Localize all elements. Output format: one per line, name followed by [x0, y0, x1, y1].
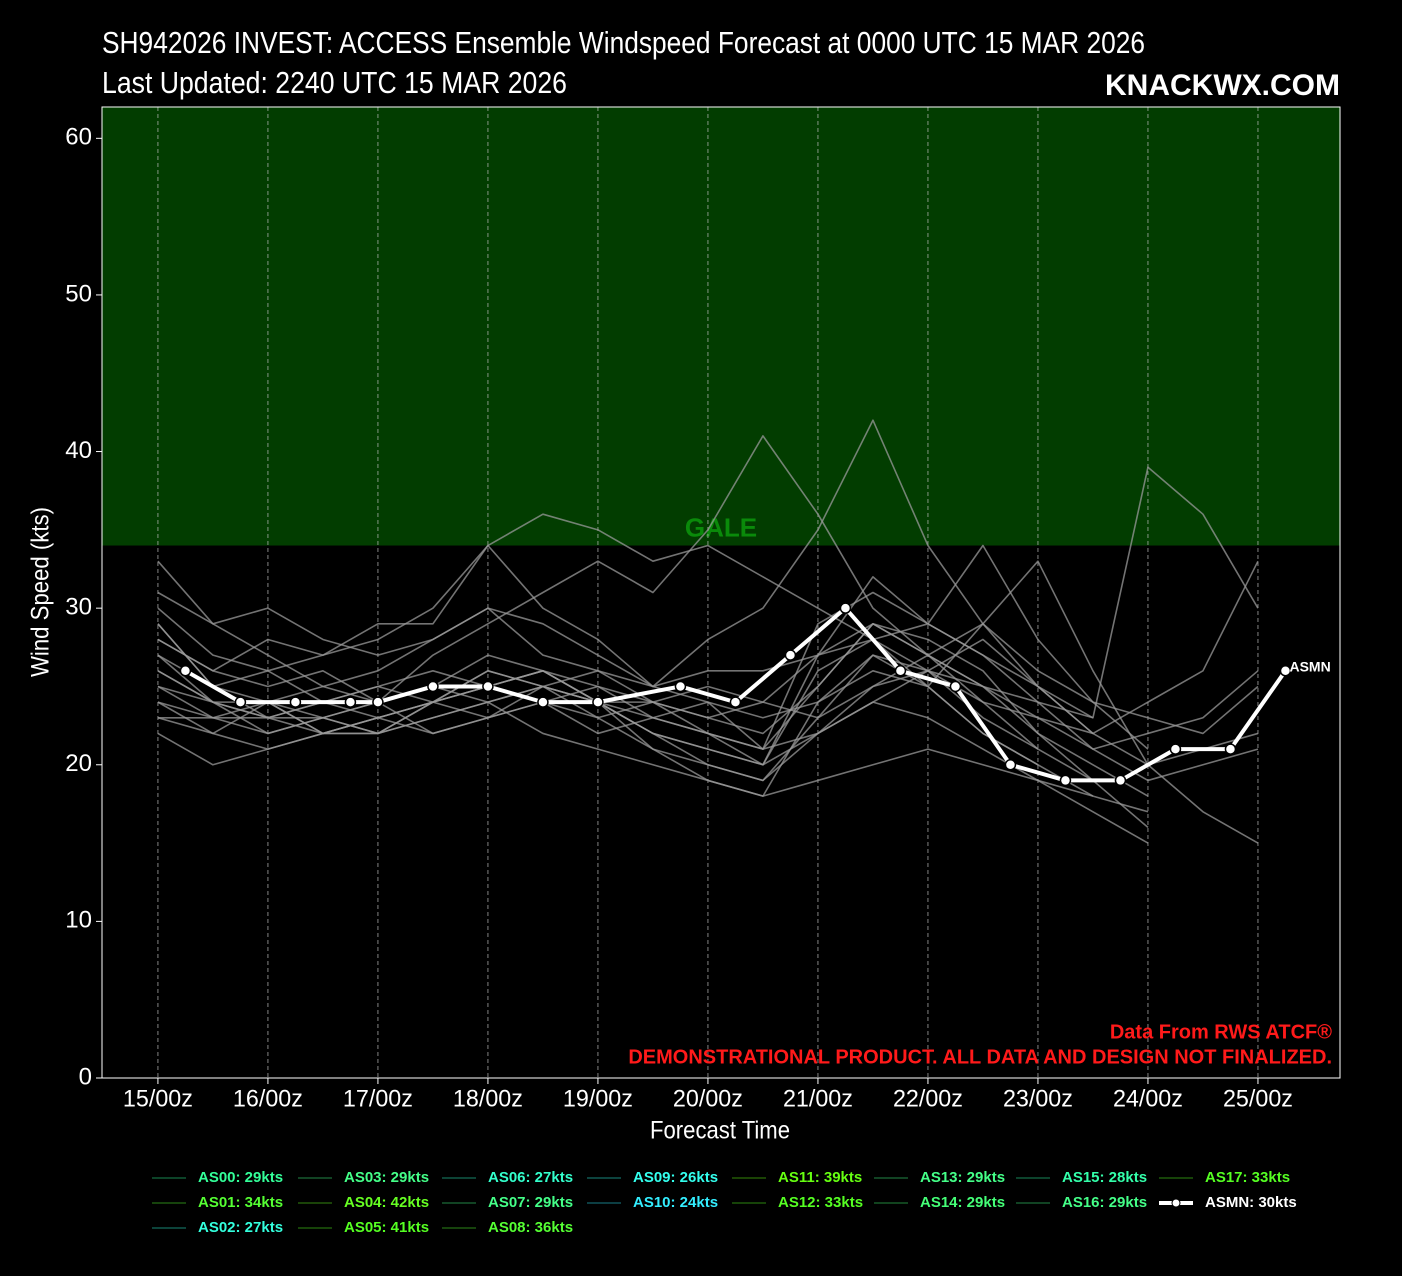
legend-label: AS12: 33kts [778, 1194, 863, 1211]
threshold-band [102, 107, 1340, 546]
y-tick-label: 50 [65, 280, 92, 307]
mean-point [234, 696, 247, 708]
legend-label: AS07: 29kts [488, 1194, 573, 1211]
member-line [157, 419, 1094, 735]
x-tick-label: 21/00z [783, 1085, 853, 1112]
legend-marker [1171, 1198, 1181, 1208]
legend-label: AS01: 34kts [198, 1194, 283, 1211]
band-label: GALE [685, 512, 757, 542]
legend-label: AS03: 29kts [344, 1169, 429, 1186]
legend-label: AS02: 27kts [198, 1219, 283, 1236]
mean-point [372, 696, 384, 708]
chart-subtitle: Last Updated: 2240 UTC 15 MAR 2026 [102, 65, 567, 100]
x-tick-label: 23/00z [1003, 1085, 1073, 1112]
legend-label: AS17: 33kts [1205, 1169, 1290, 1186]
annotation: Data From RWS ATCF® [1110, 1021, 1332, 1043]
y-tick-label: 60 [65, 124, 92, 151]
end-label: ASMN [1289, 659, 1330, 675]
plot-frame [101, 106, 1341, 1079]
mean-point [289, 696, 302, 708]
legend-label: AS06: 27kts [488, 1169, 573, 1186]
y-tick-label: 10 [65, 907, 92, 934]
y-axis-label: Wind Speed (kts) [27, 507, 55, 677]
legend: AS00: 29kts AS01: 34kts AS02: 27kts AS03: 2… [152, 1169, 1297, 1236]
x-tick-label: 17/00z [343, 1085, 413, 1112]
x-axis-label: Forecast Time [650, 1117, 790, 1145]
mean-point [729, 696, 742, 708]
member-line [157, 513, 1094, 719]
chart-title: SH942026 INVEST: ACCESS Ensemble Windspe… [102, 25, 1145, 60]
y-tick-label: 40 [65, 437, 92, 464]
watermark: KNACKWX.COM [1105, 69, 1340, 102]
mean-point [674, 680, 687, 693]
legend-label: AS00: 29kts [198, 1169, 283, 1186]
mean-point [537, 696, 549, 708]
mean-point [1004, 759, 1017, 771]
member-line [157, 623, 1259, 750]
x-tick-label: 15/00z [123, 1085, 193, 1112]
legend-label: AS13: 29kts [920, 1169, 1005, 1186]
mean-point [1114, 774, 1127, 787]
legend-label: AS09: 26kts [633, 1169, 718, 1186]
mean-point [427, 680, 439, 693]
legend-label: AS11: 39kts [778, 1169, 862, 1186]
mean-point [839, 602, 852, 614]
legend-label: AS16: 29kts [1062, 1194, 1147, 1211]
x-tick-label: 20/00z [673, 1085, 743, 1112]
mean-point [784, 649, 797, 661]
legend-label: AS05: 41kts [344, 1219, 429, 1236]
mean-point [1169, 743, 1182, 755]
mean-point [179, 665, 192, 677]
legend-label: AS10: 24kts [633, 1194, 718, 1211]
plot-area: GALE 15/00z 16/00z 17/00z 18/00z 19/00z 20/00z… [65, 106, 1341, 1112]
mean-point [894, 665, 907, 677]
annotation: DEMONSTRATIONAL PRODUCT. ALL DATA AND DE… [628, 1046, 1332, 1068]
mean-point [482, 680, 494, 693]
x-tick-label: 24/00z [1113, 1085, 1183, 1112]
x-tick-label: 22/00z [893, 1085, 963, 1112]
legend-label: AS04: 42kts [344, 1194, 429, 1211]
y-tick-label: 20 [65, 750, 92, 777]
member-line [157, 560, 1259, 735]
mean-point [592, 696, 604, 708]
member-line [157, 623, 1259, 735]
legend-label: AS14: 29kts [920, 1194, 1005, 1211]
mean-point [1279, 665, 1292, 677]
y-tick-label: 30 [65, 594, 92, 621]
legend-label: AS15: 28kts [1062, 1169, 1147, 1186]
mean-point [1224, 743, 1237, 755]
legend-label: ASMN: 30kts [1205, 1194, 1297, 1211]
x-tick-label: 25/00z [1223, 1085, 1293, 1112]
x-tick-label: 18/00z [453, 1085, 523, 1112]
mean-point [1059, 774, 1072, 787]
x-tick-label: 16/00z [233, 1085, 303, 1112]
legend-label: AS08: 36kts [488, 1219, 573, 1236]
mean-point [949, 680, 962, 693]
member-line [157, 623, 1094, 782]
mean-point [344, 696, 357, 708]
member-line [157, 560, 1259, 844]
x-tick-label: 19/00z [563, 1085, 633, 1112]
y-tick-label: 0 [79, 1063, 92, 1090]
